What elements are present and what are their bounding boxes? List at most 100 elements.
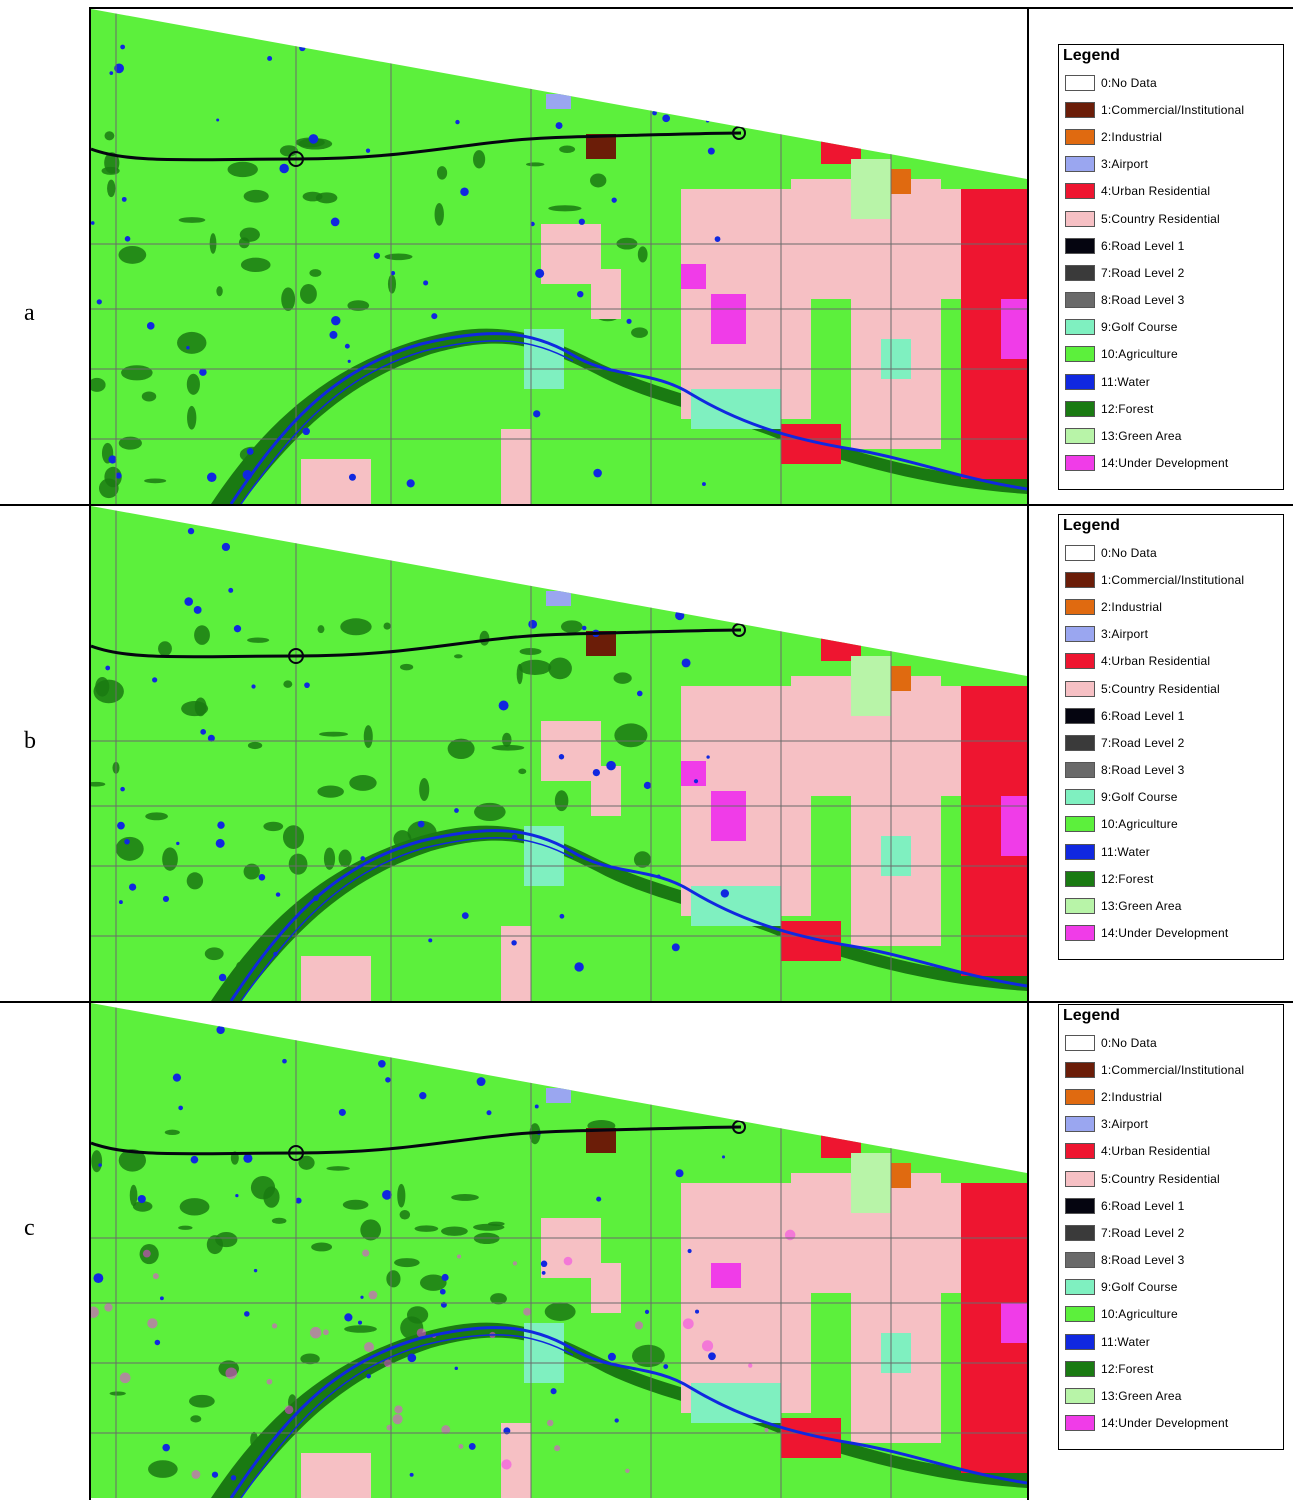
water-body xyxy=(707,147,715,155)
legend-swatch xyxy=(1065,1252,1095,1269)
water-body xyxy=(207,734,215,742)
legend-title: Legend xyxy=(1063,47,1120,64)
legend-swatch xyxy=(1065,264,1095,281)
under-development-patch xyxy=(682,1318,694,1330)
legend-swatch xyxy=(1065,237,1095,254)
legend-item: 9:Golf Course xyxy=(1059,784,1283,811)
forest-patch xyxy=(164,1129,180,1136)
legend-label: 4:Urban Residential xyxy=(1101,1144,1211,1159)
legend-item: 12:Forest xyxy=(1059,865,1283,892)
legend-label: 7:Road Level 2 xyxy=(1101,1225,1185,1240)
water-body xyxy=(360,856,366,861)
legend-item: 10:Agriculture xyxy=(1059,1301,1283,1328)
legend-label: 8:Road Level 3 xyxy=(1101,1253,1185,1268)
forest-patch xyxy=(560,620,583,633)
forest-patch xyxy=(554,790,569,812)
forest-patch xyxy=(548,657,572,680)
legend-label: 11:Water xyxy=(1101,1334,1150,1349)
water-body xyxy=(244,1311,250,1317)
water-body xyxy=(253,1268,258,1273)
forest-patch xyxy=(590,173,607,188)
water-body xyxy=(302,427,310,436)
under-development-patch xyxy=(458,1443,464,1449)
water-body xyxy=(720,889,730,898)
under-development-patch xyxy=(625,1468,630,1473)
river-channel xyxy=(240,1334,574,1498)
golf-course xyxy=(881,339,911,379)
legend-swatch xyxy=(1065,455,1095,472)
water-body xyxy=(211,1471,219,1478)
legend-swatch xyxy=(1065,789,1095,806)
legend-label: 3:Airport xyxy=(1101,157,1149,172)
legend-label: 7:Road Level 2 xyxy=(1101,265,1185,280)
legend-item: 7:Road Level 2 xyxy=(1059,729,1283,756)
road-level-1 xyxy=(91,131,742,162)
water-body xyxy=(304,682,310,689)
airport-area xyxy=(546,591,571,606)
water-body xyxy=(460,187,469,197)
water-body xyxy=(216,118,220,122)
water-body xyxy=(152,677,158,683)
forest-patch xyxy=(227,161,258,178)
legend-item: 11:Water xyxy=(1059,838,1283,865)
water-body xyxy=(105,665,111,671)
commercial-block xyxy=(586,134,616,159)
water-body xyxy=(613,79,624,89)
water-body xyxy=(441,1273,449,1281)
forest-patch xyxy=(148,1460,178,1478)
water-body xyxy=(675,1169,684,1178)
legend-label: 12:Forest xyxy=(1101,871,1154,886)
river-channel xyxy=(240,837,574,1001)
water-body xyxy=(258,873,266,881)
legend-item: 12:Forest xyxy=(1059,395,1283,422)
legend-label: 0:No Data xyxy=(1101,75,1157,90)
legend-label: 10:Agriculture xyxy=(1101,347,1178,362)
water-body xyxy=(540,1260,548,1268)
legend-swatch xyxy=(1065,626,1095,643)
water-body xyxy=(338,1108,346,1116)
under-development-patch xyxy=(563,1256,573,1266)
legend-swatch xyxy=(1065,870,1095,887)
panel-label-b: b xyxy=(24,728,36,754)
forest-patch xyxy=(204,947,224,961)
legend-swatch xyxy=(1065,762,1095,779)
legend-swatch xyxy=(1065,653,1095,670)
legend-swatch xyxy=(1065,156,1095,173)
water-body xyxy=(137,1194,146,1204)
forest-patch xyxy=(384,253,413,261)
forest-patch xyxy=(386,1270,401,1288)
legend-label: 9:Golf Course xyxy=(1101,790,1178,805)
water-body xyxy=(282,1058,287,1064)
water-body xyxy=(407,1353,417,1363)
water-body xyxy=(124,236,131,242)
legend-swatch xyxy=(1065,400,1095,417)
legend-label: 3:Airport xyxy=(1101,1117,1149,1132)
water-body xyxy=(409,1472,414,1477)
forest-patch xyxy=(109,1391,126,1396)
water-body xyxy=(217,821,225,829)
table-top-border xyxy=(89,7,1293,9)
legend-swatch xyxy=(1065,707,1095,724)
water-body xyxy=(559,913,565,919)
forest-patch xyxy=(247,637,270,643)
forest-patch xyxy=(434,203,444,226)
water-body xyxy=(614,1067,620,1072)
golf-course xyxy=(881,1333,911,1373)
water-body xyxy=(193,606,202,614)
forest-patch xyxy=(525,162,545,167)
forest-patch xyxy=(383,622,391,630)
forest-patch xyxy=(298,1155,315,1170)
forest-patch xyxy=(179,1198,210,1216)
legend-item: 2:Industrial xyxy=(1059,593,1283,620)
forest-patch xyxy=(144,478,167,484)
legend-swatch xyxy=(1065,1415,1095,1432)
legend-label: 11:Water xyxy=(1101,374,1150,389)
legend-title: Legend xyxy=(1063,1007,1120,1024)
legend-label: 4:Urban Residential xyxy=(1101,184,1211,199)
forest-patch xyxy=(518,768,527,775)
water-body xyxy=(385,1077,391,1083)
water-body xyxy=(671,943,680,952)
forest-patch xyxy=(342,1199,369,1210)
legend-item: 2:Industrial xyxy=(1059,123,1283,150)
water-body xyxy=(176,841,180,846)
